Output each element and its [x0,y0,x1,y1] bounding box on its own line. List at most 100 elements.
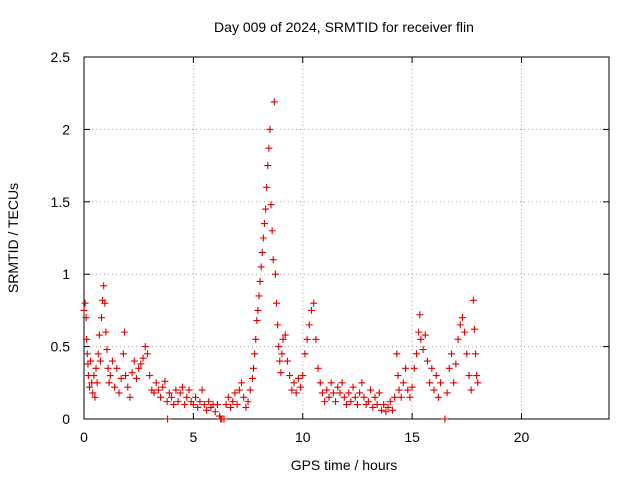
y-axis-label: SRMTID / TECUs [5,183,21,293]
y-tick-label: 1 [62,266,70,282]
y-tick-label: 2.5 [51,49,71,65]
data-point [98,314,105,322]
data-point [325,393,333,401]
data-point [83,335,91,343]
data-point [472,350,480,358]
data-point [469,296,477,304]
data-point [260,220,268,228]
data-point [253,317,261,325]
data-point [93,379,101,387]
data-point [397,393,405,401]
tick-layer [83,56,609,420]
data-point [159,383,167,391]
data-point [338,379,346,387]
data-point [369,403,377,411]
data-point [102,328,110,336]
data-point [378,406,385,414]
data-point [467,386,475,394]
data-point [391,393,399,401]
data-point [452,360,460,368]
data-point [402,364,410,372]
data-point [213,401,221,409]
data-point [456,321,464,329]
data-point [286,372,294,380]
data-point [259,234,267,242]
data-point [198,386,206,394]
data-point [356,389,364,397]
data-point [108,357,116,365]
data-point [205,398,213,406]
data-point [269,256,277,264]
data-point [128,369,136,377]
data-point [386,398,394,406]
data-point [267,201,275,209]
data-point [227,403,235,411]
data-point [244,398,252,406]
x-tick-label: 0 [80,429,88,445]
data-points [80,98,482,423]
data-point [183,393,191,401]
data-point [305,321,313,329]
data-point [316,379,324,387]
data-point [137,360,145,368]
data-point [419,345,427,353]
data-point [164,415,172,423]
data-point [323,386,331,394]
data-point [327,379,335,387]
data-point [200,401,208,409]
data-point [85,383,93,391]
data-point [428,364,436,372]
data-point [81,299,89,307]
data-point [278,350,286,358]
data-point [130,357,138,365]
x-tick-label: 20 [514,429,530,445]
data-point [416,311,424,319]
data-point [268,227,276,235]
data-point [395,386,403,394]
data-point [80,306,88,314]
data-point [170,401,178,409]
data-point [100,282,108,290]
data-point [150,389,158,397]
y-tick-label: 0.5 [51,339,71,355]
data-point [394,372,402,380]
data-point [410,364,418,372]
data-point [222,401,230,409]
data-point [277,369,285,377]
data-point [105,379,113,387]
data-point [448,350,455,358]
data-point [283,357,291,365]
data-point [250,364,258,372]
data-point [375,389,383,397]
data-point [415,328,423,336]
data-point [336,389,344,397]
data-point [382,408,390,416]
data-point [224,393,232,401]
data-point [301,350,309,358]
data-point [135,364,143,372]
data-point [473,372,481,380]
data-point [413,350,420,358]
data-point [288,386,296,394]
data-point [181,401,189,409]
data-point [292,389,300,397]
data-point [157,393,165,401]
data-point [126,393,134,401]
y-tick-labels: 0 0.5 1 1.5 2 2.5 [51,49,71,427]
data-point [95,331,103,339]
data-point [82,314,90,322]
data-point [353,401,361,409]
y-tick-label: 0 [62,411,70,427]
plot-frame [83,56,610,420]
data-point [220,415,228,423]
data-point [251,350,259,358]
data-point [174,398,182,406]
data-point [358,379,366,387]
data-point [141,343,149,351]
x-axis-label: GPS time / hours [291,457,398,473]
data-point [255,292,263,300]
x-tick-label: 5 [189,429,197,445]
data-point [276,357,284,365]
data-point [143,350,151,358]
data-point [463,350,471,358]
